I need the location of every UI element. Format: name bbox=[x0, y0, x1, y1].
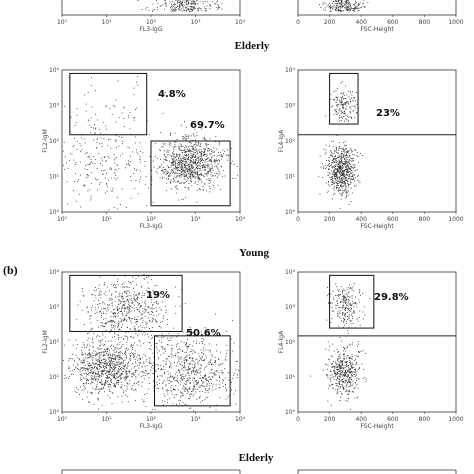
gate-percentage: 50.6% bbox=[186, 328, 221, 339]
y-tick-label: 10⁴ bbox=[285, 269, 296, 276]
group-label-elderly-b: Elderly bbox=[238, 452, 274, 464]
x-tick-label: 0 bbox=[296, 19, 300, 26]
y-tick-label: 10² bbox=[285, 138, 296, 145]
y-axis-label: FL2-IgM bbox=[42, 129, 49, 153]
plot-young-b-iga-fsc: 29.8% 0 200 400 600 800 1000 FSC-Height 10⁰ 10¹ 10… bbox=[278, 269, 464, 430]
x-tick-label: 1000 bbox=[448, 19, 463, 26]
x-tick-label: 1000 bbox=[448, 416, 463, 423]
gate-box bbox=[154, 335, 231, 407]
y-tick-label: 10² bbox=[49, 138, 60, 145]
gate-box bbox=[69, 274, 183, 332]
x-tick-label: 200 bbox=[324, 216, 336, 223]
group-label-young-b: Young bbox=[239, 247, 269, 259]
x-axis-label: FSC-Height bbox=[360, 223, 394, 230]
y-tick-label: 10⁰ bbox=[49, 409, 60, 416]
x-tick-label: 10¹ bbox=[101, 216, 112, 223]
x-tick-label: 10⁴ bbox=[235, 416, 246, 423]
x-tick-label: 0 bbox=[296, 416, 300, 423]
x-tick-label: 200 bbox=[324, 19, 336, 26]
x-tick-label: 600 bbox=[387, 216, 399, 223]
y-tick-label: 10⁰ bbox=[285, 409, 296, 416]
x-tick-label: 1000 bbox=[448, 216, 463, 223]
x-tick-label: 800 bbox=[419, 216, 431, 223]
plot-frame bbox=[297, 69, 457, 213]
plot-frame bbox=[61, 0, 241, 16]
x-axis-label: FSC-Height bbox=[360, 423, 394, 430]
x-tick-label: 10² bbox=[146, 19, 157, 26]
x-tick-label: 10⁰ bbox=[57, 416, 68, 423]
x-tick-label: 10³ bbox=[190, 19, 201, 26]
x-tick-label: 0 bbox=[296, 216, 300, 223]
y-tick-label: 10¹ bbox=[49, 374, 60, 381]
event-dots bbox=[63, 274, 240, 412]
y-tick-label: 10⁴ bbox=[285, 67, 296, 74]
y-tick-label: 10³ bbox=[49, 103, 60, 110]
x-axis-label: FL3-IgG bbox=[139, 423, 162, 430]
y-tick-label: 10⁴ bbox=[49, 67, 60, 74]
y-tick-label: 10⁰ bbox=[49, 209, 60, 216]
gate-percentage: 29.8% bbox=[374, 292, 409, 303]
gate-percentage: 23% bbox=[376, 108, 400, 119]
x-tick-label: 10⁰ bbox=[57, 216, 68, 223]
y-axis-label: FL4-IgA bbox=[278, 129, 285, 152]
event-dots bbox=[318, 81, 363, 209]
y-tick-label: 10⁰ bbox=[285, 209, 296, 216]
plot-frame bbox=[297, 271, 457, 413]
x-tick-label: 800 bbox=[419, 416, 431, 423]
y-axis-label: FL2-IgM bbox=[42, 330, 49, 354]
gate-percentage: 69.7% bbox=[190, 120, 225, 131]
plot-top-right-partial: 0 200 400 600 800 1000 FSC-Height bbox=[296, 0, 464, 33]
event-dots bbox=[137, 0, 223, 12]
x-axis-label: FL3-IgG bbox=[139, 26, 162, 33]
y-tick-label: 10¹ bbox=[285, 374, 296, 381]
x-axis-label: FL3-IgG bbox=[139, 223, 162, 230]
x-tick-label: 800 bbox=[419, 19, 431, 26]
x-tick-label: 10³ bbox=[190, 416, 201, 423]
y-tick-label: 10¹ bbox=[285, 174, 296, 181]
y-tick-label: 10⁴ bbox=[49, 269, 60, 276]
x-tick-label: 600 bbox=[387, 416, 399, 423]
gate-box bbox=[150, 140, 231, 207]
y-tick-label: 10³ bbox=[285, 103, 296, 110]
y-tick-label: 10² bbox=[285, 339, 296, 346]
y-tick-label: 10³ bbox=[285, 304, 296, 311]
event-dots bbox=[319, 0, 369, 12]
gate-percentage: 19% bbox=[146, 290, 170, 301]
gate-box bbox=[329, 72, 359, 125]
x-tick-label: 10² bbox=[146, 416, 157, 423]
event-dots bbox=[63, 76, 238, 211]
panel-letter-b: (b) bbox=[3, 263, 18, 277]
plot-frame bbox=[297, 0, 457, 16]
x-tick-label: 400 bbox=[355, 216, 367, 223]
x-tick-label: 10² bbox=[146, 216, 157, 223]
y-tick-label: 10¹ bbox=[49, 174, 60, 181]
plot-young-b-igm-igg: 19% 50.6% 10⁰ 10¹ 10² 10³ 10⁴ FL3-IgG 10⁰ 10¹ 10² 1… bbox=[42, 269, 246, 430]
x-tick-label: 10¹ bbox=[101, 416, 112, 423]
plot-elderly-a-igm-igg: 4.8% 69.7% 10⁰ 10¹ 10² 10³ 10⁴ FL3-IgG 10⁰ 10¹ 10²… bbox=[42, 67, 246, 230]
event-dots bbox=[310, 283, 371, 410]
x-tick-label: 200 bbox=[324, 416, 336, 423]
x-tick-label: 400 bbox=[355, 19, 367, 26]
group-label-elderly-a: Elderly bbox=[234, 40, 270, 52]
gate-box bbox=[69, 72, 148, 136]
x-tick-label: 600 bbox=[387, 19, 399, 26]
x-tick-label: 10⁰ bbox=[57, 19, 68, 26]
x-tick-label: 10⁴ bbox=[235, 19, 246, 26]
plot-top-left-partial: 10⁰ 10¹ 10² 10³ 10⁴ FL3-IgG bbox=[57, 0, 246, 33]
y-tick-label: 10² bbox=[49, 339, 60, 346]
x-axis-label: FSC-Height bbox=[360, 26, 394, 33]
y-axis-label: FL4-IgA bbox=[278, 330, 285, 353]
gate-box bbox=[329, 274, 375, 329]
y-tick-label: 10³ bbox=[49, 304, 60, 311]
x-tick-label: 10⁴ bbox=[235, 216, 246, 223]
x-tick-label: 400 bbox=[355, 416, 367, 423]
gate-percentage: 4.8% bbox=[158, 89, 186, 100]
x-tick-label: 10¹ bbox=[101, 19, 112, 26]
x-tick-label: 10³ bbox=[190, 216, 201, 223]
plot-elderly-a-iga-fsc: 23% 0 200 400 600 800 1000 FSC-Height 10⁰ 10¹ 10² 1… bbox=[278, 67, 464, 230]
